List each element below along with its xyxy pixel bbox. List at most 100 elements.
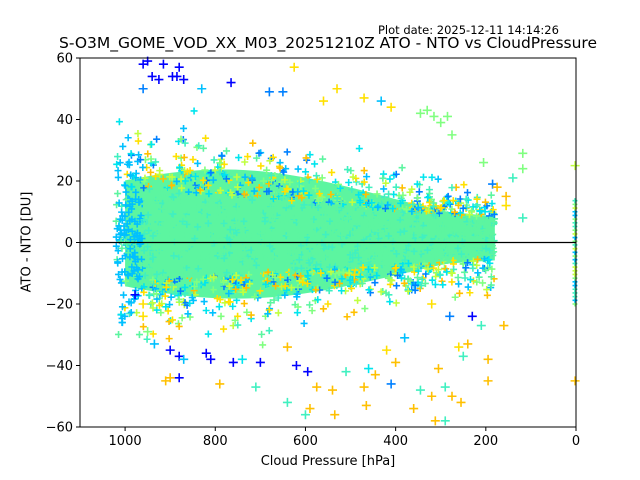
density-marker [332, 210, 340, 218]
density-marker [149, 304, 157, 312]
density-marker [380, 229, 388, 237]
density-marker [201, 166, 209, 174]
scatter-point [415, 108, 425, 118]
scatter-point [436, 118, 446, 128]
scatter-point [382, 345, 392, 355]
density-marker [382, 179, 390, 187]
density-marker [445, 199, 453, 207]
density-marker [393, 235, 401, 243]
density-marker [117, 310, 125, 318]
density-marker [426, 214, 434, 222]
scatter-point [179, 354, 189, 364]
density-marker [319, 305, 327, 313]
density-marker [183, 220, 191, 228]
density-marker [338, 287, 346, 295]
density-marker [290, 249, 298, 257]
density-marker [461, 274, 469, 282]
density-marker [134, 275, 142, 283]
scatter-point [386, 379, 396, 389]
density-marker [314, 296, 322, 304]
density-marker [258, 224, 266, 232]
density-marker [306, 301, 314, 309]
density-marker [205, 230, 213, 238]
density-marker [200, 246, 208, 254]
density-marker [194, 203, 202, 211]
density-marker [151, 248, 159, 256]
density-marker [443, 268, 451, 276]
density-marker [361, 305, 369, 313]
density-marker [257, 199, 265, 207]
density-marker [131, 258, 139, 266]
x-tick-label: 400 [383, 434, 408, 449]
density-marker [418, 233, 426, 241]
density-marker [369, 234, 377, 242]
density-marker [190, 226, 198, 234]
density-marker [200, 227, 208, 235]
density-marker [401, 256, 409, 264]
density-marker [231, 316, 239, 324]
density-marker [248, 174, 256, 182]
density-marker [234, 321, 242, 329]
density-marker [140, 216, 148, 224]
density-marker [234, 233, 242, 241]
density-marker [189, 217, 197, 225]
density-marker [232, 213, 240, 221]
density-marker [279, 246, 287, 254]
scatter-point [427, 391, 437, 401]
density-marker [112, 242, 120, 250]
density-marker [223, 147, 231, 155]
density-marker [361, 218, 369, 226]
density-marker [135, 331, 143, 339]
density-marker [457, 250, 465, 258]
density-marker [489, 206, 497, 214]
density-marker [368, 199, 376, 207]
density-marker [331, 265, 339, 273]
density-marker [261, 248, 269, 256]
density-marker [443, 256, 451, 264]
density-marker [254, 281, 262, 289]
density-marker [354, 242, 362, 250]
density-marker [281, 176, 289, 184]
x-axis-label: Cloud Pressure [hPa] [260, 454, 396, 469]
density-marker [184, 310, 192, 318]
density-marker [136, 215, 144, 223]
density-marker [255, 250, 263, 258]
scatter-point [174, 62, 184, 72]
density-marker [229, 276, 237, 284]
density-marker [189, 272, 197, 280]
density-marker [469, 264, 477, 272]
density-marker [233, 291, 241, 299]
density-marker [293, 204, 301, 212]
density-marker [182, 205, 190, 213]
density-marker [332, 217, 340, 225]
scatter-point [174, 373, 184, 383]
density-marker [296, 246, 304, 254]
density-marker [180, 248, 188, 256]
density-marker [329, 223, 337, 231]
density-marker [280, 168, 288, 176]
density-marker [160, 256, 168, 264]
density-marker [451, 208, 459, 216]
density-marker [193, 278, 201, 286]
density-marker [191, 172, 199, 180]
density-marker [416, 210, 424, 218]
density-marker [264, 310, 272, 318]
density-marker [178, 192, 186, 200]
density-marker [362, 190, 370, 198]
density-marker [454, 273, 462, 281]
density-marker [380, 185, 388, 193]
density-marker [257, 162, 265, 170]
density-marker [222, 175, 230, 183]
density-marker [184, 209, 192, 217]
density-marker [209, 200, 217, 208]
density-marker [283, 148, 291, 156]
density-marker [448, 278, 456, 286]
scatter-point [499, 321, 509, 331]
density-marker [351, 249, 359, 257]
density-marker [291, 242, 299, 250]
density-marker [445, 244, 453, 252]
density-marker [216, 251, 224, 259]
density-marker [255, 267, 263, 275]
density-marker [233, 218, 241, 226]
